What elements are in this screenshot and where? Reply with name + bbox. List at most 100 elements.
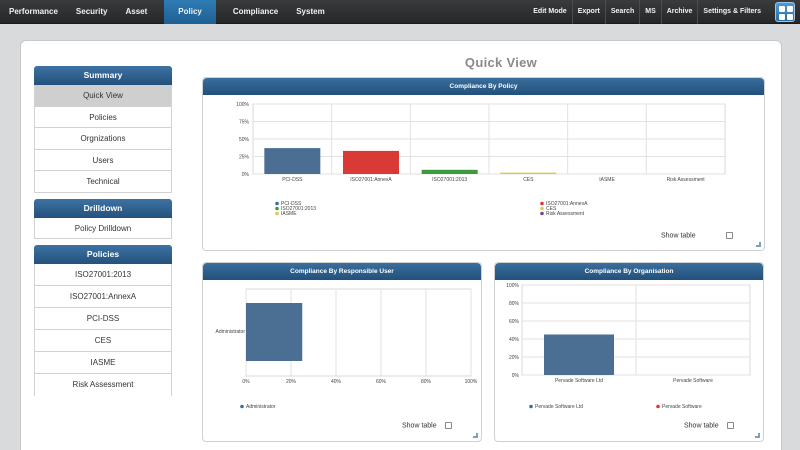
bar	[500, 172, 557, 174]
resize-handle-icon[interactable]	[473, 433, 478, 438]
archive-button[interactable]: Archive	[660, 0, 698, 24]
x-tick-label: Pervade Software	[673, 378, 713, 384]
legend-swatch	[540, 201, 544, 206]
drilldown-header: Drilldown	[34, 198, 172, 218]
x-tick-label: CES	[523, 177, 534, 183]
show-table-label: Show table	[402, 422, 437, 430]
sidebar-item-risk-assessment[interactable]: Risk Assessment	[34, 374, 172, 396]
sidebar-item-iso27001-2013[interactable]: ISO27001:2013	[34, 264, 172, 286]
sidebar-item-pci-dss[interactable]: PCI-DSS	[34, 308, 172, 330]
legend-label: Administrator	[246, 404, 276, 410]
x-tick-label: PCI-DSS	[282, 177, 303, 183]
x-tick-label: 0%	[242, 379, 250, 385]
resize-handle-icon[interactable]	[755, 433, 760, 438]
compliance-by-user-card: 0% 20% 40% 60% 80% 100% Administrator Administr…	[202, 262, 482, 442]
y-tick-label: 0%	[512, 373, 520, 379]
drilldown-group: Drilldown Policy Drilldown	[34, 198, 172, 239]
x-tick-label: 100%	[465, 379, 478, 385]
show-table-checkbox[interactable]	[725, 232, 733, 239]
sidebar-item-users[interactable]: Users	[34, 149, 172, 171]
main-nav: Performance Security Asset Policy Compli…	[0, 0, 334, 24]
tab-policy[interactable]: Policy	[164, 0, 216, 24]
top-nav-bar: Performance Security Asset Policy Compli…	[0, 0, 800, 24]
y-tick-label: 100%	[236, 102, 249, 108]
legend-swatch	[540, 206, 544, 211]
ms-button[interactable]: MS	[639, 0, 661, 24]
legend-label: ISO27001:2013	[281, 206, 316, 212]
x-tick-label: Risk Assessment	[667, 177, 706, 183]
show-table-toggle[interactable]: Show table	[402, 422, 452, 429]
legend-swatch	[240, 404, 244, 409]
sidebar-item-ces[interactable]: CES	[34, 330, 172, 352]
legend-label: Pervade Software	[662, 404, 702, 410]
utility-nav: Edit Mode Export Search MS Archive Setti…	[528, 0, 766, 24]
summary-group: Summary Quick View Policies Orgnizations…	[34, 66, 172, 193]
compliance-by-org-title: Compliance By Organisation	[495, 263, 763, 280]
compliance-by-org-chart: 0% 20% 40% 60% 80% 100% Pervade Software Ltd Pe…	[506, 283, 751, 410]
resize-handle-icon[interactable]	[756, 242, 761, 247]
compliance-by-policy-card: 0% 25% 50% 75% 100% PCI-DSS ISO27001:AnnexA ISO…	[202, 77, 765, 251]
apps-grid-icon[interactable]	[775, 2, 795, 22]
sidebar-item-policies[interactable]: Policies	[34, 106, 172, 128]
bar	[246, 303, 303, 361]
sidebar-item-policy-drilldown[interactable]: Policy Drilldown	[34, 217, 172, 239]
legend-swatch	[275, 201, 279, 206]
show-table-toggle[interactable]: Show table	[661, 232, 733, 239]
x-tick-label: Pervade Software Ltd	[555, 378, 603, 384]
y-tick-label: Administrator	[216, 329, 246, 335]
y-tick-label: 75%	[239, 120, 250, 126]
x-tick-label: 20%	[286, 379, 297, 385]
search-button[interactable]: Search	[604, 0, 639, 24]
compliance-by-user-chart: 0% 20% 40% 60% 80% 100% Administrator Administr…	[216, 288, 478, 410]
policies-group: Policies ISO27001:2013 ISO27001:AnnexA P…	[34, 245, 172, 396]
tab-asset[interactable]: Asset	[125, 7, 148, 16]
export-button[interactable]: Export	[571, 0, 605, 24]
show-table-checkbox[interactable]	[444, 422, 452, 429]
y-tick-label: 40%	[509, 337, 520, 343]
legend-label: Pervade Software Ltd	[535, 404, 583, 410]
y-tick-label: 60%	[509, 319, 520, 325]
x-tick-label: 40%	[331, 379, 342, 385]
show-table-label: Show table	[684, 422, 719, 430]
sidebar: Summary Quick View Policies Orgnizations…	[34, 66, 172, 402]
x-tick-label: IASME	[599, 177, 615, 183]
legend-swatch	[275, 211, 279, 216]
legend-label: IASME	[281, 211, 297, 217]
sidebar-item-iasme[interactable]: IASME	[34, 352, 172, 374]
settings-filters-button[interactable]: Settings & Filters	[697, 0, 766, 24]
y-tick-label: 100%	[506, 283, 519, 289]
y-tick-label: 0%	[242, 172, 250, 178]
sidebar-item-quick-view[interactable]: Quick View	[34, 85, 172, 107]
compliance-by-user-title: Compliance By Responsible User	[203, 263, 481, 280]
x-tick-label: ISO27001:2013	[432, 177, 467, 183]
y-tick-label: 25%	[239, 155, 250, 161]
tab-system[interactable]: System	[296, 7, 325, 16]
summary-header: Summary	[34, 66, 172, 85]
compliance-by-policy-chart: 0% 25% 50% 75% 100% PCI-DSS ISO27001:AnnexA ISO…	[236, 102, 726, 217]
edit-mode-button[interactable]: Edit Mode	[533, 8, 567, 15]
compliance-by-policy-title: Compliance By Policy	[203, 78, 764, 95]
tab-security[interactable]: Security	[75, 7, 108, 16]
legend-swatch	[656, 404, 660, 409]
x-tick-label: 80%	[421, 379, 432, 385]
sidebar-item-orgnizations[interactable]: Orgnizations	[34, 128, 172, 150]
y-tick-label: 50%	[239, 137, 250, 143]
show-table-toggle[interactable]: Show table	[684, 422, 734, 429]
tab-compliance[interactable]: Compliance	[232, 7, 279, 16]
legend-label: ISO27001:AnnexA	[546, 201, 588, 207]
legend-swatch	[275, 206, 279, 211]
legend-label: PCI-DSS	[281, 201, 302, 207]
bar	[343, 150, 399, 174]
policies-header: Policies	[34, 245, 172, 264]
show-table-label: Show table	[661, 232, 696, 240]
sidebar-item-technical[interactable]: Technical	[34, 171, 172, 193]
legend-label: Risk Assessment	[546, 211, 585, 217]
sidebar-item-iso27001-annexa[interactable]: ISO27001:AnnexA	[34, 286, 172, 308]
page-title: Quick View	[464, 55, 538, 70]
show-table-checkbox[interactable]	[726, 422, 734, 429]
legend-label: CES	[546, 206, 557, 212]
tab-performance[interactable]: Performance	[9, 7, 58, 16]
legend-swatch	[540, 211, 544, 216]
bar	[264, 148, 321, 174]
main-panel: Quick View Summary Quick View Policies O…	[20, 40, 782, 450]
